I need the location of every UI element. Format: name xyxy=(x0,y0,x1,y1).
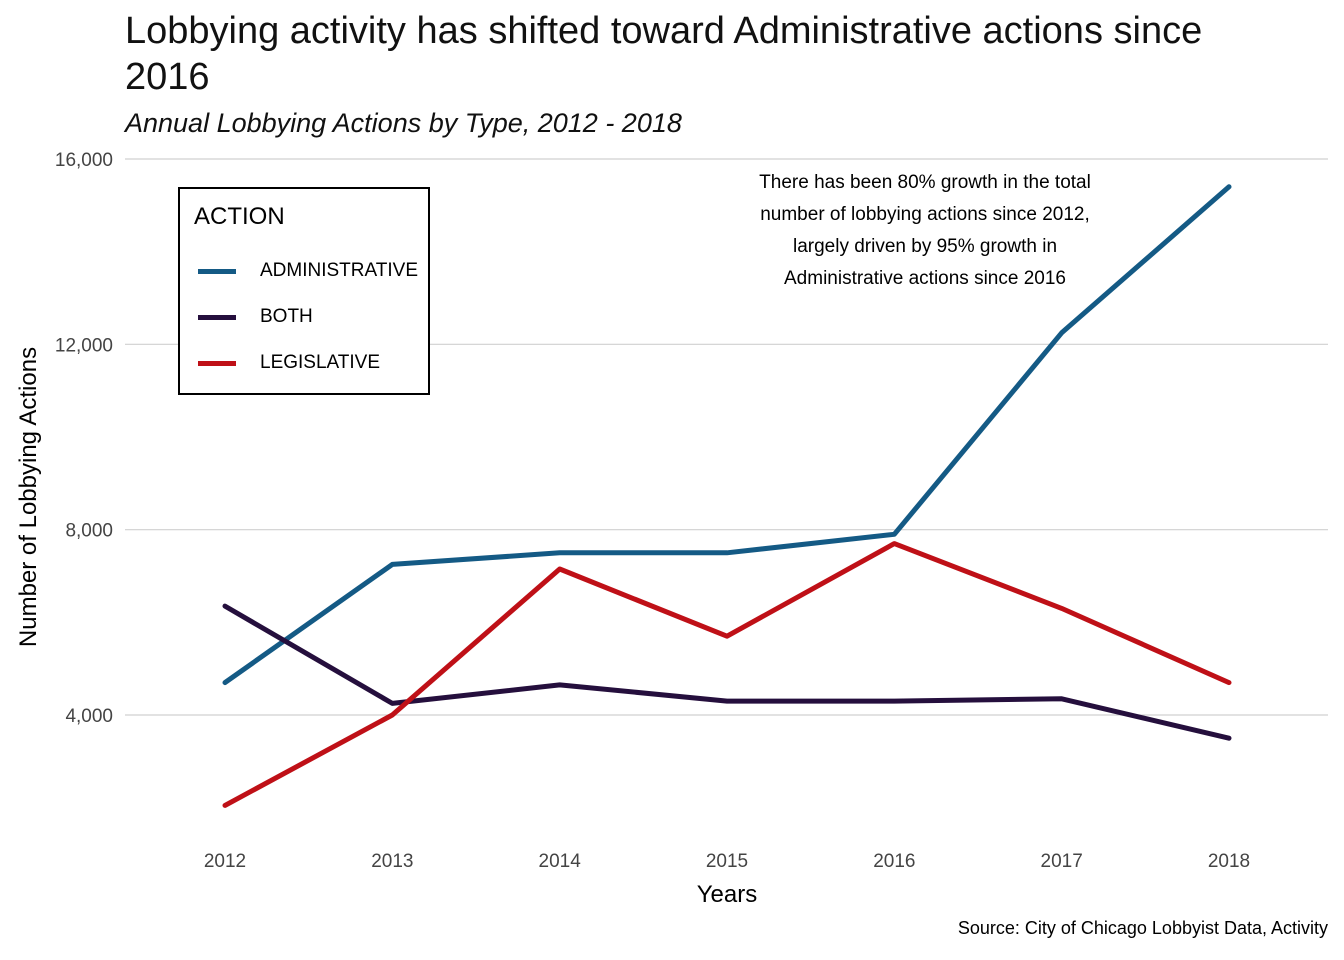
legend-item-legislative: LEGISLATIVE xyxy=(198,351,380,375)
legend-item-both: BOTH xyxy=(198,305,313,329)
x-tick-label: 2013 xyxy=(371,851,413,872)
annotation-text: There has been 80% growth in the total nu… xyxy=(759,172,1091,289)
y-tick-label: 8,000 xyxy=(65,521,113,542)
x-tick-label: 2018 xyxy=(1208,851,1250,872)
chart-title: Lobbying activity has shifted toward Adm… xyxy=(125,10,1203,98)
x-tick-label: 2017 xyxy=(1041,851,1083,872)
x-tick-label: 2014 xyxy=(539,851,582,872)
annotation-line: There has been 80% growth in the total xyxy=(759,172,1091,193)
series-line-legislative xyxy=(222,541,1232,808)
series-line-both xyxy=(222,603,1232,741)
annotation-line: Administrative actions since 2016 xyxy=(784,268,1066,289)
legend: ACTION ADMINISTRATIVE BOTH LEGISLATIVE xyxy=(178,187,430,395)
x-axis-ticks: 2012 2013 2014 2015 2016 2017 2018 xyxy=(204,851,1250,872)
y-tick-label: 4,000 xyxy=(65,706,113,727)
x-tick-label: 2016 xyxy=(873,851,915,872)
legend-label-both: BOTH xyxy=(260,306,313,327)
legend-item-administrative: ADMINISTRATIVE xyxy=(198,259,418,283)
legend-title: ACTION xyxy=(194,203,285,230)
y-axis-ticks: 4,000 8,000 12,000 16,000 xyxy=(55,150,113,727)
y-tick-label: 16,000 xyxy=(55,150,113,171)
x-axis-title: Years xyxy=(697,881,758,908)
legend-swatch-both xyxy=(198,314,236,320)
y-axis-title: Number of Lobbying Actions xyxy=(15,347,42,647)
y-tick-label: 12,000 xyxy=(55,335,113,356)
x-tick-label: 2012 xyxy=(204,851,246,872)
series-lines xyxy=(222,184,1232,808)
legend-label-legislative: LEGISLATIVE xyxy=(260,352,381,373)
series-line-administrative xyxy=(222,184,1232,686)
chart-subtitle: Annual Lobbying Actions by Type, 2012 - … xyxy=(125,108,682,138)
source-caption: Source: City of Chicago Lobbyist Data, A… xyxy=(957,918,1328,938)
annotation-line: number of lobbying actions since 2012, xyxy=(760,204,1090,225)
x-tick-label: 2015 xyxy=(706,851,748,872)
legend-swatch-legislative xyxy=(198,360,236,366)
legend-label-administrative: ADMINISTRATIVE xyxy=(260,260,418,281)
annotation-line: largely driven by 95% growth in xyxy=(793,236,1057,257)
legend-swatch-administrative xyxy=(198,268,236,274)
